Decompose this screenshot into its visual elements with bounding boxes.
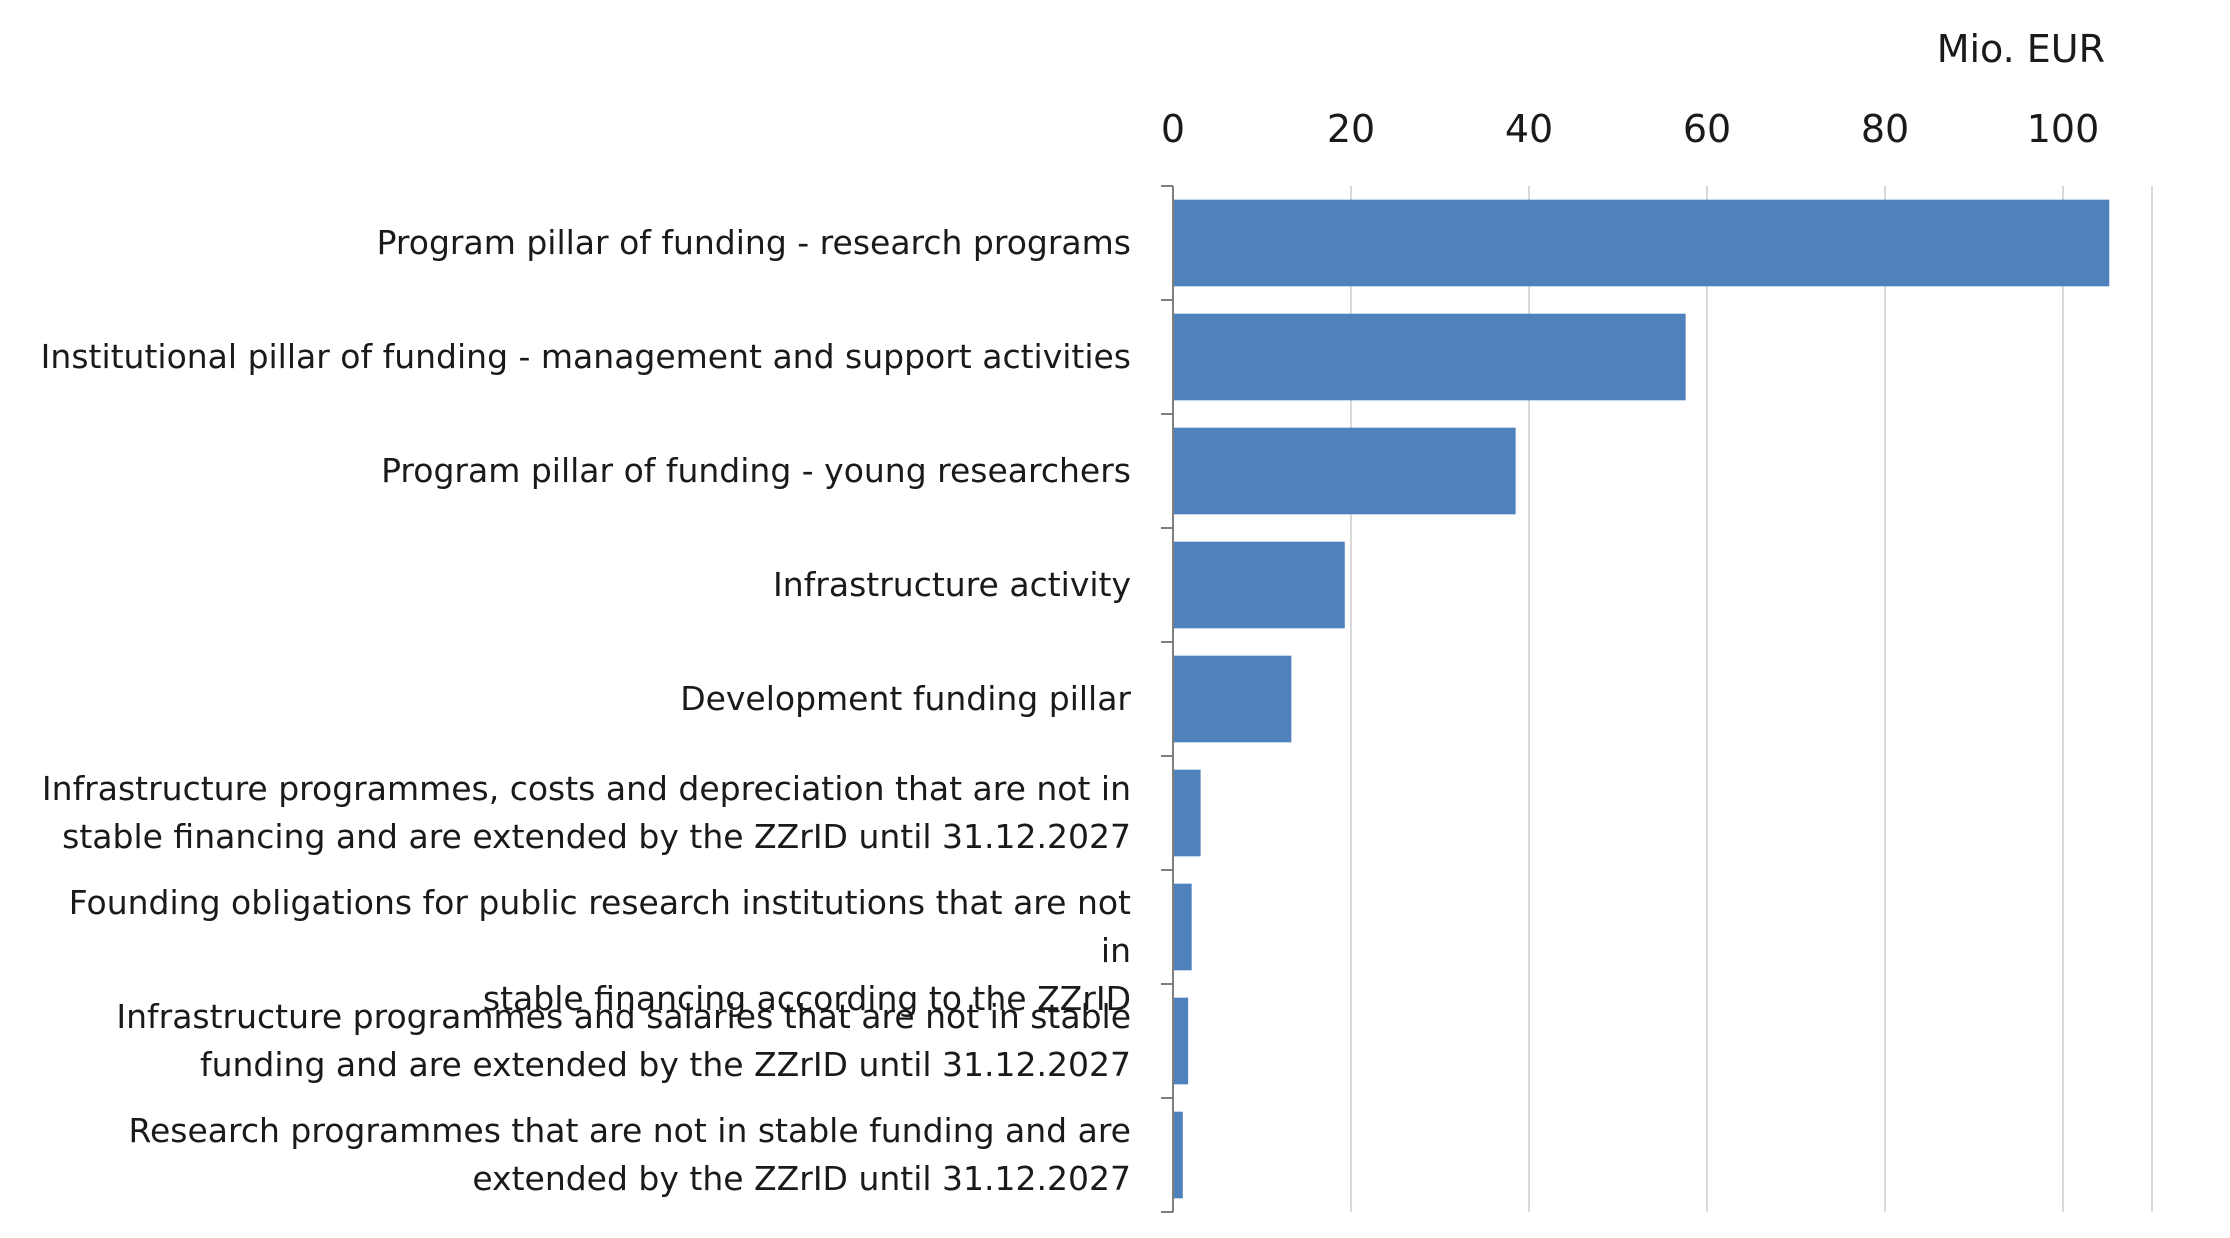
category-label: Infrastructure programmes, costs and dep… (41, 769, 1131, 856)
category-label: Research programmes that are not in stab… (128, 1111, 1131, 1198)
unit-label: Mio. EUR (1937, 27, 2105, 71)
x-tick-label: 40 (1505, 107, 1553, 151)
category-label: Founding obligations for public research… (68, 883, 1131, 1018)
x-tick-label: 100 (2027, 107, 2100, 151)
bar (1173, 541, 1345, 629)
x-axis-tick-labels: 0 20 40 60 80 100 (1161, 107, 2099, 151)
x-tick-label: 80 (1861, 107, 1909, 151)
bar (1173, 997, 1189, 1085)
category-label: Program pillar of funding - research pro… (376, 223, 1131, 262)
bar (1173, 199, 2110, 287)
bars (1173, 199, 2110, 1199)
y-axis (1161, 185, 1174, 1213)
x-tick-label: 20 (1327, 107, 1375, 151)
category-label: Infrastructure activity (773, 565, 1131, 604)
x-tick-label: 60 (1683, 107, 1731, 151)
category-label: Development funding pillar (680, 679, 1131, 718)
category-label: Infrastructure programmes and salaries t… (116, 997, 1131, 1084)
bar (1173, 769, 1201, 857)
bar (1173, 1111, 1183, 1199)
x-tick-label: 0 (1161, 107, 1185, 151)
bar (1173, 427, 1516, 515)
bar (1173, 313, 1686, 401)
category-label: Program pillar of funding - young resear… (381, 451, 1131, 490)
bar (1173, 655, 1292, 743)
category-label: Institutional pillar of funding - manage… (40, 337, 1131, 376)
bar (1173, 883, 1192, 971)
